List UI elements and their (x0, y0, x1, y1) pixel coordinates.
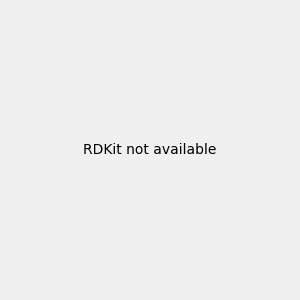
Text: RDKit not available: RDKit not available (83, 143, 217, 157)
